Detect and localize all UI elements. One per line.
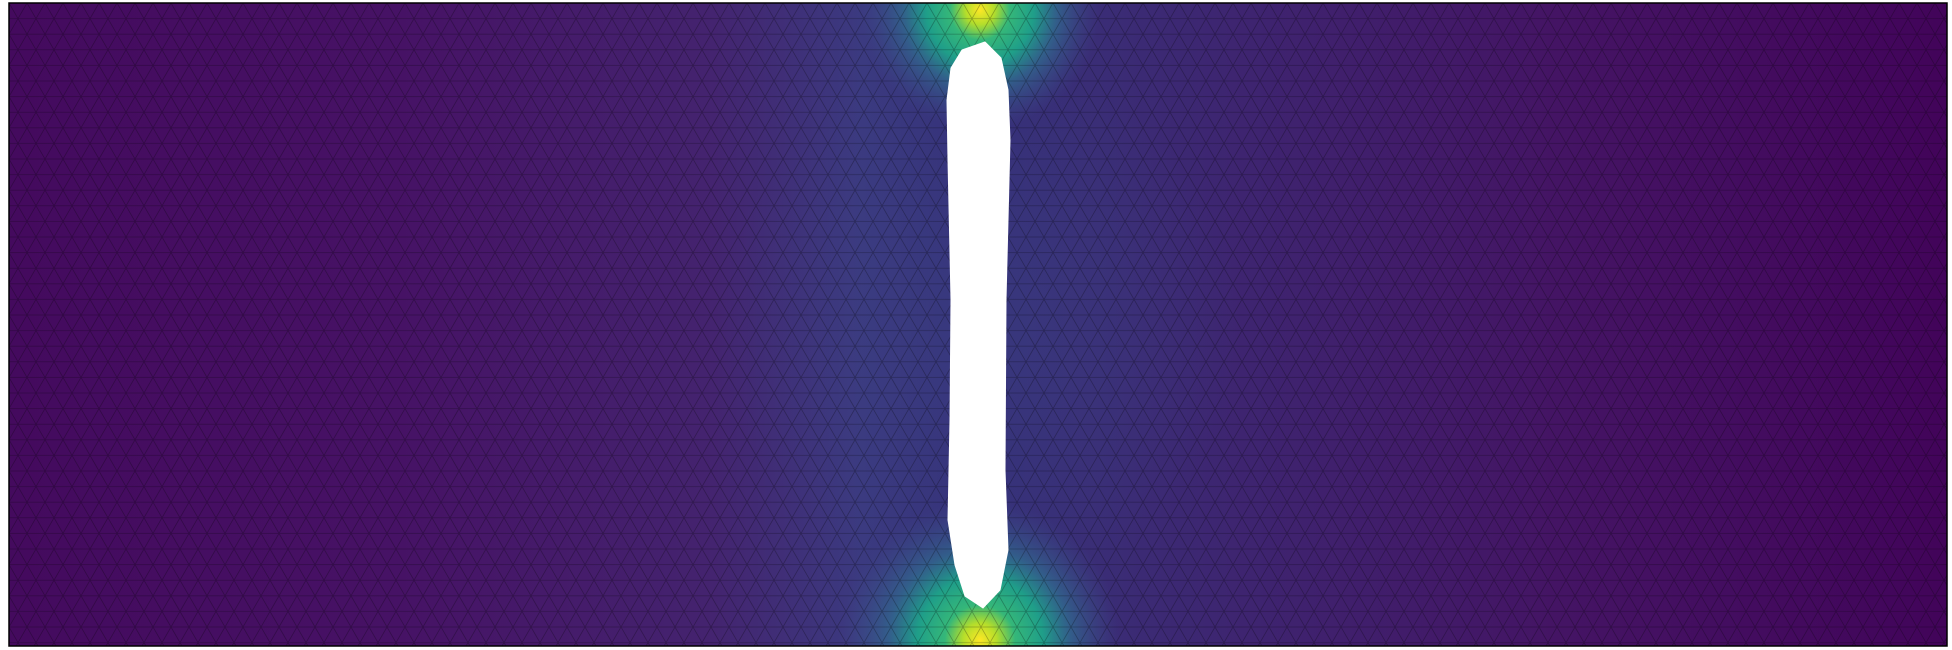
plate-outline	[8, 2, 1948, 647]
crack-hole	[946, 41, 1011, 609]
